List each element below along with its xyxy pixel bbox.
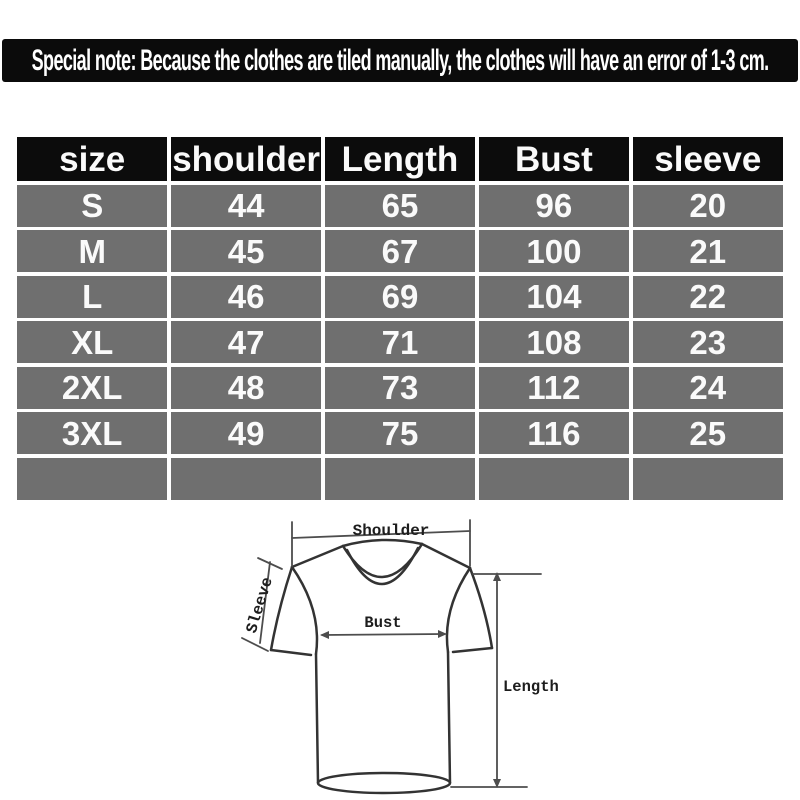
sleeve-measure-line	[259, 561, 271, 644]
size-chart-table: size shoulder Length Bust sleeve S 44 65…	[17, 137, 783, 500]
shoulder-measure-line	[291, 530, 471, 539]
cell-size-3xl: 3XL	[17, 412, 168, 454]
cell-bust-l: 104	[478, 275, 630, 318]
col-header-bust: Bust	[478, 137, 630, 181]
col-header-length: Length	[324, 137, 476, 181]
cell-sleeve-s: 20	[632, 184, 783, 227]
cell-shoulder-3xl: 49	[170, 412, 322, 454]
cell-shoulder-s: 44	[170, 184, 322, 227]
cell-shoulder-2xl: 48	[170, 366, 322, 409]
empty-cell	[17, 457, 168, 500]
bust-measure-line	[321, 633, 446, 636]
empty-cell	[324, 457, 476, 500]
length-label: Length	[503, 678, 559, 696]
cell-length-xl: 71	[324, 321, 476, 363]
empty-cell	[478, 457, 630, 500]
cell-size-m: M	[17, 230, 168, 272]
cell-sleeve-2xl: 24	[632, 366, 783, 409]
cell-length-l: 69	[324, 275, 476, 318]
cell-length-3xl: 75	[324, 412, 476, 454]
cell-size-xl: XL	[17, 321, 168, 363]
cell-sleeve-xl: 23	[632, 321, 783, 363]
col-header-sleeve: sleeve	[632, 137, 783, 181]
bust-label: Bust	[364, 614, 401, 632]
cell-shoulder-xl: 47	[170, 321, 322, 363]
cell-length-s: 65	[324, 184, 476, 227]
col-header-size: size	[17, 137, 168, 181]
cell-length-2xl: 73	[324, 366, 476, 409]
measure-lines	[241, 519, 542, 788]
cell-sleeve-3xl: 25	[632, 412, 783, 454]
cell-size-l: L	[17, 275, 168, 318]
cell-bust-3xl: 116	[478, 412, 630, 454]
tshirt-measurement-diagram: Shoulder Sleeve Bust Length	[241, 519, 559, 795]
empty-cell	[632, 457, 783, 500]
cell-size-2xl: 2XL	[17, 366, 168, 409]
cell-bust-xl: 108	[478, 321, 630, 363]
cell-length-m: 67	[324, 230, 476, 272]
sleeve-label: Sleeve	[243, 575, 277, 635]
cell-sleeve-m: 21	[632, 230, 783, 272]
cell-bust-m: 100	[478, 230, 630, 272]
cell-sleeve-l: 22	[632, 275, 783, 318]
shoulder-label: Shoulder	[353, 522, 430, 540]
cell-bust-2xl: 112	[478, 366, 630, 409]
col-header-shoulder: shoulder	[170, 137, 322, 181]
cell-size-s: S	[17, 184, 168, 227]
measure-arrowheads	[320, 572, 501, 788]
special-note-text: Special note: Because the clothes are ti…	[31, 43, 770, 77]
tshirt-outline	[269, 538, 494, 795]
cell-shoulder-m: 45	[170, 230, 322, 272]
empty-cell	[170, 457, 322, 500]
cell-bust-s: 96	[478, 184, 630, 227]
special-note-banner: Special note: Because the clothes are ti…	[2, 39, 798, 82]
cell-shoulder-l: 46	[170, 275, 322, 318]
